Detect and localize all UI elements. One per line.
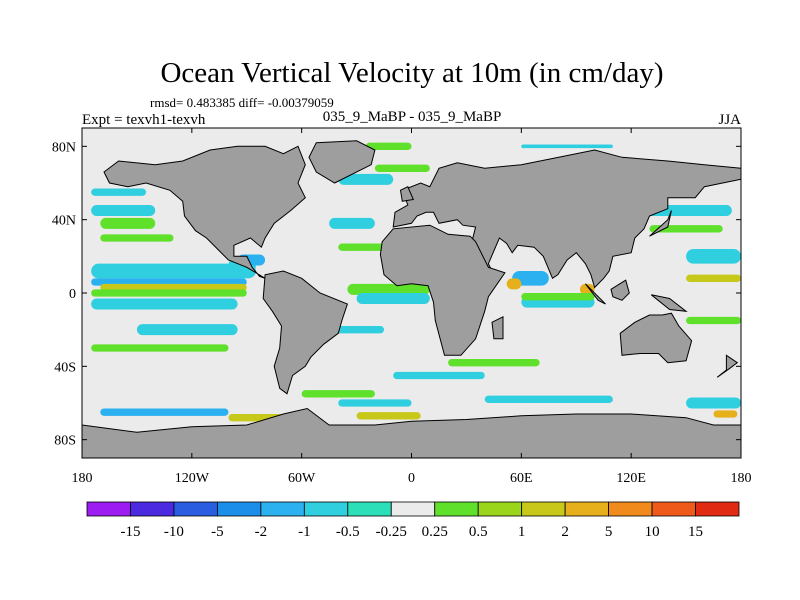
x-tick-label: 180 xyxy=(72,471,93,486)
stats-label: rmsd= 0.483385 diff= -0.00379059 xyxy=(150,95,334,110)
land-britain xyxy=(399,186,415,202)
anomaly-band xyxy=(338,243,385,251)
colorbar-label: -15 xyxy=(120,524,140,540)
continents xyxy=(82,140,741,458)
colorbar-swatch xyxy=(564,501,610,517)
anomaly-band xyxy=(686,397,741,409)
x-tick-label: 120E xyxy=(616,471,646,486)
colorbar-label: -2 xyxy=(255,524,268,540)
anomaly-band xyxy=(91,289,247,297)
anomaly-band xyxy=(100,408,229,416)
land-borneo xyxy=(610,279,630,301)
anomaly-band xyxy=(100,217,156,229)
x-tick-label: 0 xyxy=(408,471,415,486)
colorbar-swatch xyxy=(651,501,696,517)
land-madagascar xyxy=(491,315,504,340)
anomaly-band xyxy=(329,217,375,229)
anomaly-band xyxy=(512,271,549,286)
anomaly-band xyxy=(686,249,741,264)
land-sumatra xyxy=(585,283,606,305)
x-tick-label: 180 xyxy=(731,471,752,486)
anomaly-band xyxy=(374,164,430,172)
anomaly-band xyxy=(521,144,613,149)
anomaly-band xyxy=(365,142,412,150)
land-north-america xyxy=(103,145,306,279)
y-tick-label: 0 xyxy=(69,287,76,302)
land-new-guinea xyxy=(650,294,688,312)
colorbar-label: 10 xyxy=(645,524,660,540)
anomaly-band xyxy=(91,298,238,310)
chart-title: Ocean Vertical Velocity at 10m (in cm/da… xyxy=(160,57,663,89)
anomaly-band xyxy=(579,283,595,295)
colorbar-label: 5 xyxy=(605,524,613,540)
colorbar-label: 0.5 xyxy=(469,524,488,540)
y-tick-label: 40S xyxy=(54,360,76,375)
colorbar-swatch xyxy=(173,501,218,517)
colorbar-swatch xyxy=(477,501,523,517)
anomaly-band xyxy=(136,324,238,336)
anomaly-band xyxy=(91,205,156,216)
anomaly-band xyxy=(393,371,485,380)
land-australia xyxy=(619,312,693,364)
land-new-zealand xyxy=(716,354,739,378)
land-africa xyxy=(379,224,506,356)
anomaly-band xyxy=(521,293,595,301)
colorbar xyxy=(86,501,740,517)
y-tick-label: 80N xyxy=(52,140,76,155)
colorbar-swatch xyxy=(347,501,392,517)
colorbar-labels: -15 -10 -5 -2 -1 -0.5 -0.25 0.25 0.5 1 2 5 10 15 xyxy=(120,524,703,540)
anomaly-band xyxy=(338,173,394,185)
y-tick-label: 80S xyxy=(54,434,76,449)
anomaly-band xyxy=(91,263,256,279)
period-label: 035_9_MaBP - 035_9_MaBP xyxy=(323,109,502,125)
colorbar-swatch xyxy=(521,501,566,517)
colorbar-swatch xyxy=(390,501,436,517)
x-tick-label: 120W xyxy=(175,471,210,486)
colorbar-label: 0.25 xyxy=(422,524,448,540)
season-label: JJA xyxy=(718,112,741,128)
land-greenland xyxy=(308,140,376,184)
y-axis: 80N 40N 0 40S 80S xyxy=(52,140,741,449)
colorbar-swatch xyxy=(434,501,479,517)
colorbar-swatch xyxy=(695,501,740,517)
anomaly-band xyxy=(484,395,613,403)
colorbar-label: 2 xyxy=(561,524,569,540)
colorbar-label: -0.5 xyxy=(336,524,360,540)
anomaly-band xyxy=(686,274,741,282)
x-tick-label: 60E xyxy=(510,471,533,486)
colorbar-label: -0.25 xyxy=(376,524,407,540)
colorbar-swatch xyxy=(303,501,349,517)
anomaly-band xyxy=(301,390,375,398)
anomaly-band xyxy=(686,316,741,325)
experiment-label: Expt = texvh1-texvh xyxy=(82,112,206,128)
anomaly-band xyxy=(356,293,430,304)
land-south-america xyxy=(262,270,349,395)
anomaly-band xyxy=(100,234,174,242)
colorbar-swatch xyxy=(216,501,262,517)
anomaly-band xyxy=(338,399,412,407)
colorbar-label: 1 xyxy=(518,524,526,540)
land-japan xyxy=(649,210,672,237)
x-axis: 180 120W 60W 0 60E 120E 180 xyxy=(72,128,752,486)
x-tick-label: 60W xyxy=(288,471,316,486)
anomaly-band xyxy=(347,283,430,295)
anomaly-band xyxy=(448,359,540,367)
land-antarctica xyxy=(82,407,741,458)
anomaly-band xyxy=(713,410,738,418)
colorbar-label: 15 xyxy=(688,524,703,540)
anomaly-band xyxy=(356,412,421,420)
y-tick-label: 40N xyxy=(52,214,76,229)
colorbar-label: -5 xyxy=(211,524,224,540)
anomaly-band xyxy=(506,278,522,290)
colorbar-label: -10 xyxy=(164,524,184,540)
colorbar-label: -1 xyxy=(298,524,311,540)
anomaly-band xyxy=(91,188,147,196)
colorbar-swatch xyxy=(86,501,131,517)
colorbar-swatch xyxy=(608,501,653,517)
colorbar-swatch xyxy=(260,501,305,517)
colorbar-swatch xyxy=(130,501,175,517)
anomaly-band xyxy=(91,344,229,352)
